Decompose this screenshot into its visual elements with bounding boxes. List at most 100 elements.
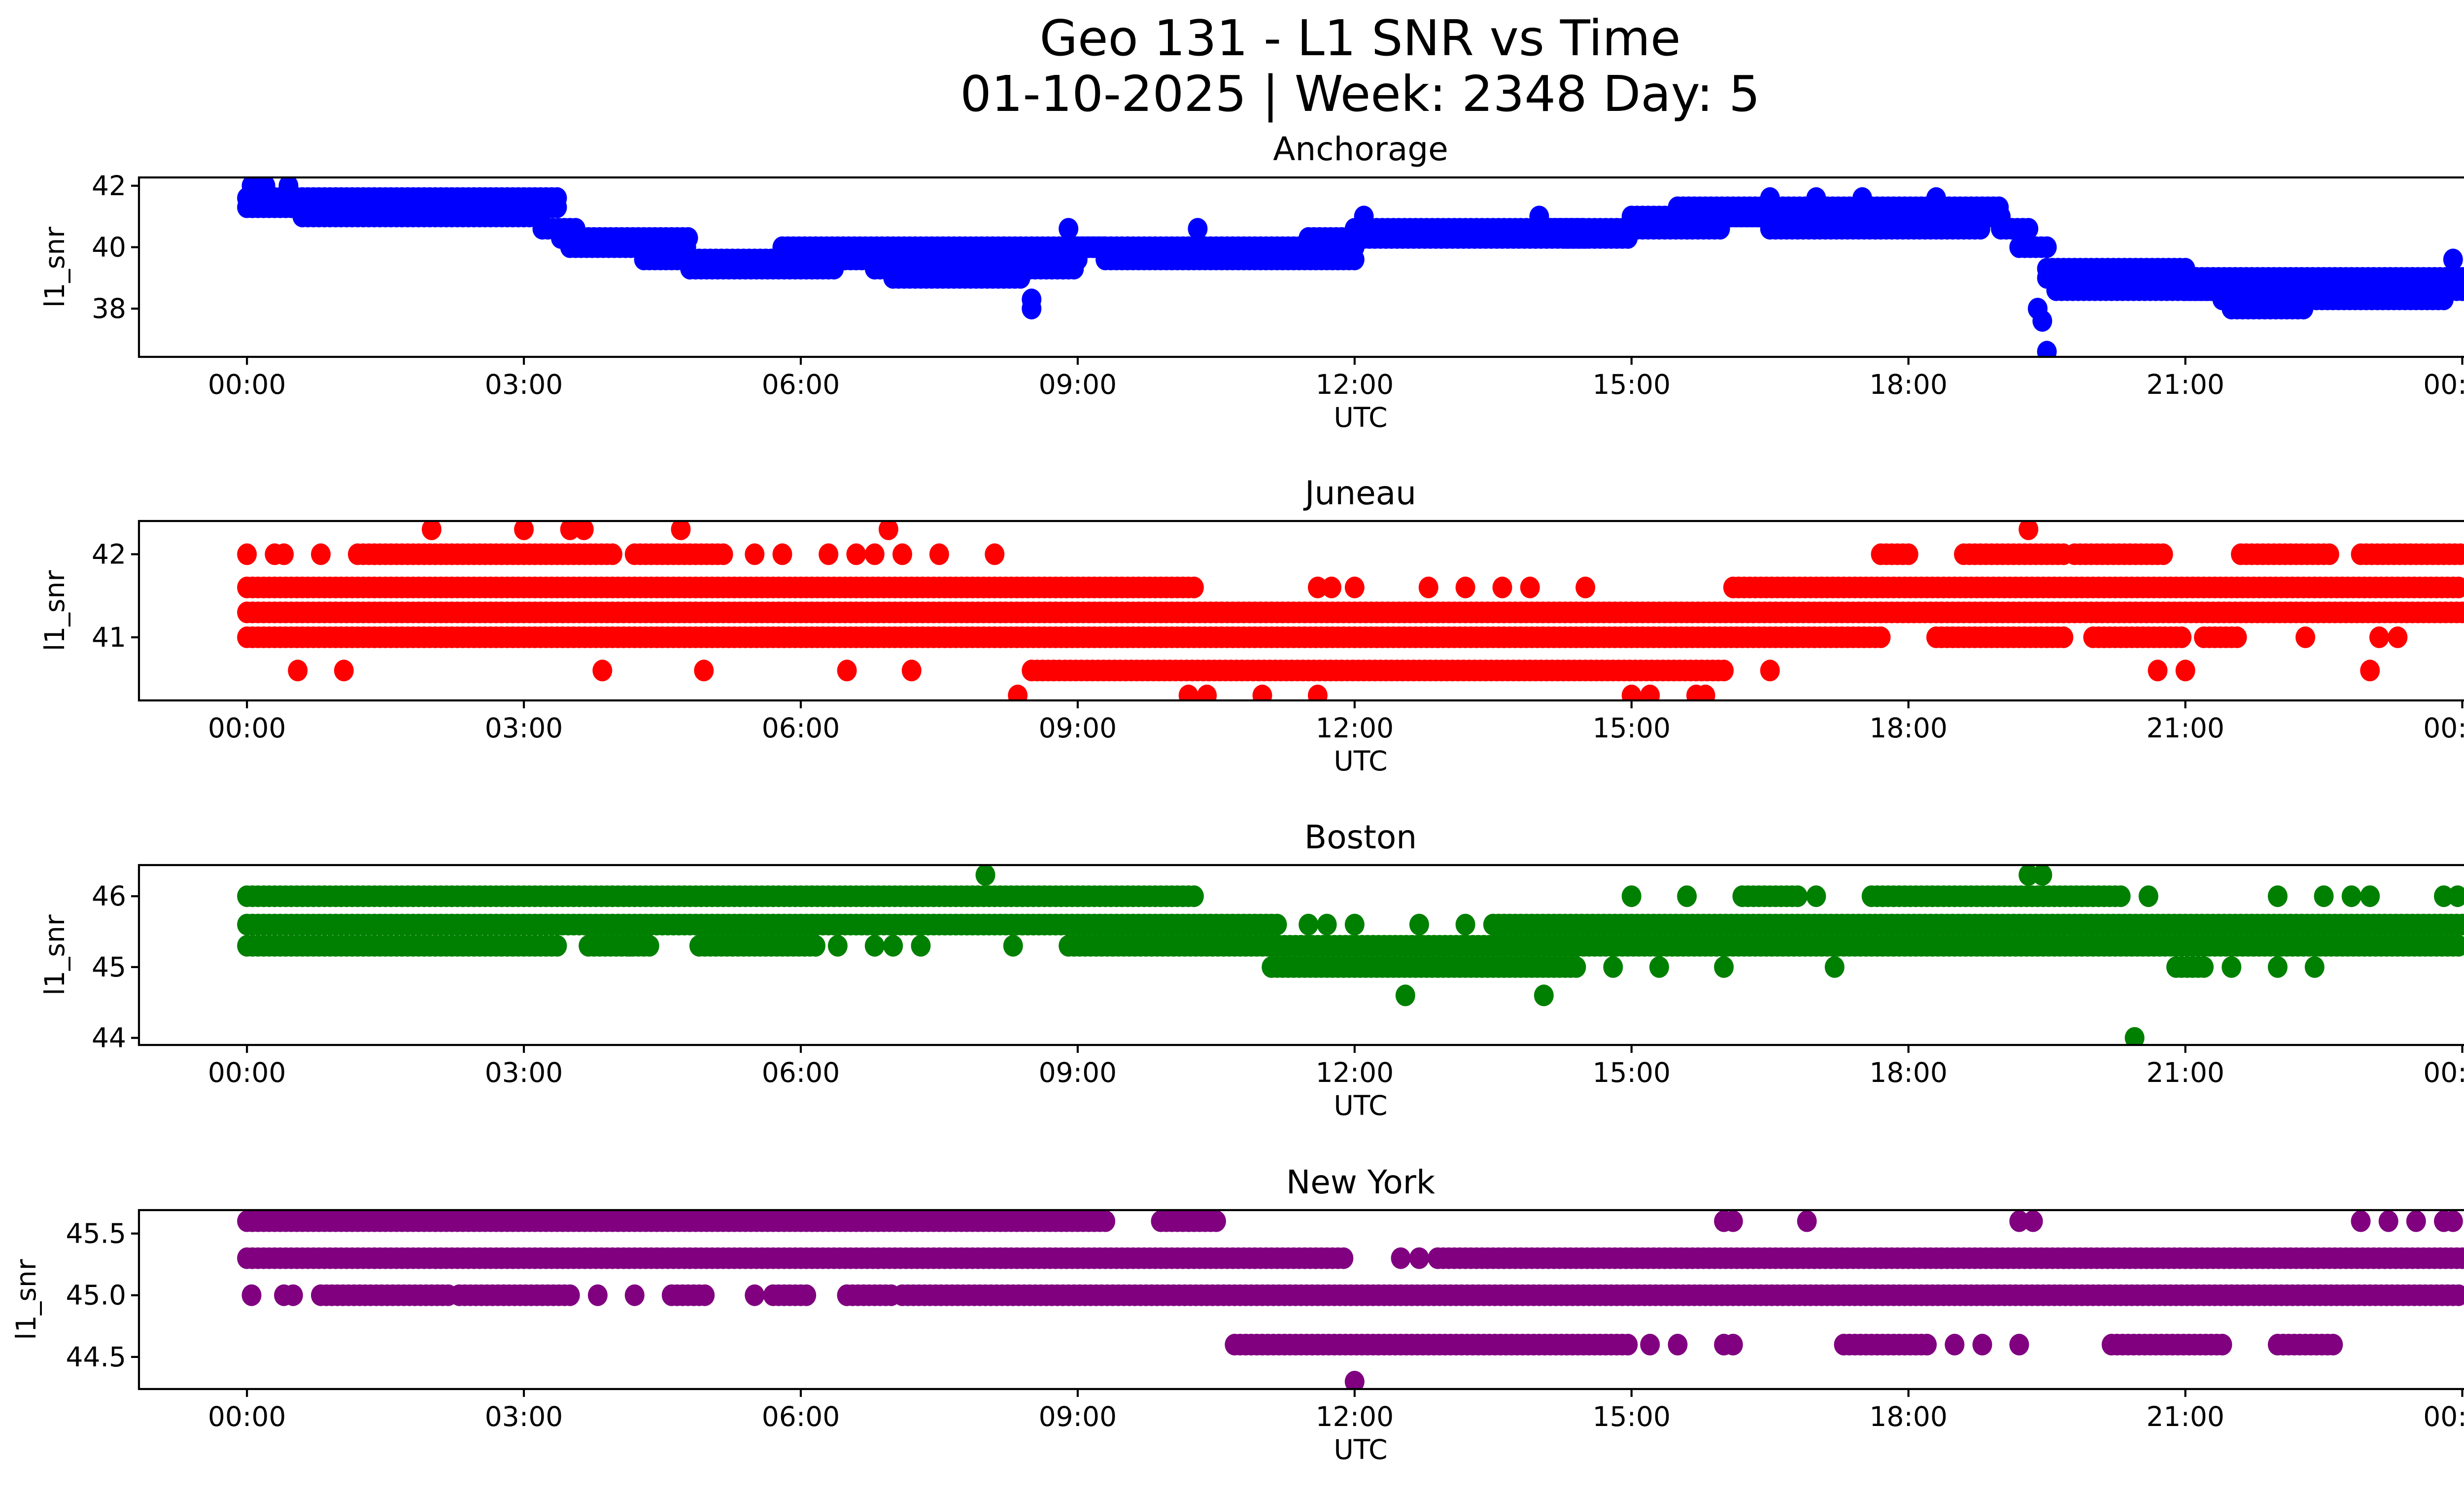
x-tick-label: 15:00 [1592, 369, 1671, 400]
data-point [796, 1284, 817, 1306]
data-run [1428, 1247, 2464, 1269]
data-run [1926, 626, 2074, 648]
data-point [1354, 206, 1374, 228]
x-tick-label: 03:00 [485, 1401, 563, 1432]
data-point [1184, 576, 1204, 598]
data-point [837, 1284, 857, 1306]
data-point [587, 1284, 608, 1306]
x-tick-label: 12:00 [1316, 712, 1394, 744]
data-run [883, 267, 1030, 289]
data-point [985, 543, 1005, 565]
data-run [1557, 227, 1638, 249]
scatter-points [237, 177, 2464, 357]
data-run [311, 1284, 458, 1306]
data-point [883, 935, 903, 957]
data-point [2175, 660, 2195, 682]
data-point [2351, 1210, 2371, 1232]
data-point [311, 543, 331, 565]
x-tick-label: 12:00 [1316, 1057, 1394, 1088]
x-tick-label: 09:00 [1039, 1057, 1117, 1088]
data-point [2053, 626, 2074, 648]
data-point [1640, 1333, 1660, 1356]
panel-boston: Boston 00:00 03:00 06:00 09:00 12:00 15:00 18:… [39, 818, 2464, 1121]
data-point [620, 935, 640, 957]
y-tick-label: 45 [92, 951, 126, 983]
data-run [2267, 1333, 2343, 1356]
data-point [864, 935, 885, 957]
x-tick-label: 00:00 [2423, 1401, 2464, 1432]
y-axis-label: l1_snr [10, 1259, 42, 1340]
data-run [892, 1284, 2464, 1306]
data-run [1022, 660, 1734, 682]
data-run [237, 576, 1204, 598]
data-point [1409, 913, 1429, 936]
data-point [2378, 1210, 2398, 1232]
x-axis-label: UTC [1334, 1090, 1387, 1121]
data-run [347, 543, 622, 565]
data-point [547, 935, 567, 957]
data-run [237, 1247, 1354, 1269]
scatter-points [237, 521, 2464, 700]
y-tick-label: 40 [92, 231, 126, 263]
panel-title: Anchorage [1273, 130, 1448, 168]
x-tick-label: 18:00 [1869, 1401, 1948, 1432]
data-run [579, 935, 659, 957]
data-point [1197, 684, 1217, 700]
figure-title-line2: 01-10-2025 | Week: 2348 Day: 5 [960, 65, 1760, 123]
data-point [2449, 576, 2464, 598]
data-run [1871, 543, 1918, 565]
axes-frame [137, 520, 2464, 702]
data-point [2388, 626, 2408, 648]
data-point [1534, 984, 1554, 1007]
data-point [2222, 956, 2242, 978]
data-point [2449, 935, 2464, 957]
data-point [1299, 913, 1319, 936]
panel-juneau: Juneau 00:00 03:00 06:00 09:00 12:00 15:00 18:… [39, 474, 2464, 777]
data-point [1344, 1371, 1365, 1389]
axes-frame [137, 176, 2464, 358]
x-tick-label: 15:00 [1592, 1401, 1671, 1432]
y-axis-ticks: 44.545.045.5 [66, 1218, 139, 1373]
data-point [2019, 218, 2039, 240]
data-point [2314, 885, 2334, 907]
x-tick-label: 06:00 [762, 1057, 840, 1088]
data-point [1695, 684, 1715, 700]
y-tick-label: 46 [92, 880, 126, 912]
y-tick-label: 44 [92, 1022, 126, 1054]
data-point [2443, 248, 2463, 271]
x-tick-label: 15:00 [1592, 712, 1671, 744]
x-tick-label: 15:00 [1592, 1057, 1671, 1088]
data-point [1008, 684, 1028, 700]
data-run [237, 1210, 1116, 1232]
data-point [1520, 576, 1540, 598]
data-point [1621, 684, 1642, 700]
data-point [2341, 885, 2361, 907]
data-point [2019, 521, 2039, 540]
y-tick-label: 45.0 [66, 1280, 126, 1311]
data-point [1095, 1210, 1116, 1232]
data-point [1395, 984, 1415, 1007]
data-point [592, 660, 613, 682]
data-run [2083, 626, 2192, 648]
x-tick-label: 03:00 [485, 1057, 563, 1088]
data-point [806, 935, 825, 957]
data-point [1317, 913, 1337, 936]
data-point [1760, 660, 1780, 682]
data-run [1621, 218, 1730, 240]
data-run [2101, 1333, 2232, 1356]
data-point [241, 1284, 262, 1306]
data-point [1970, 218, 1990, 240]
data-point [1409, 1247, 1429, 1269]
data-run [1723, 576, 2464, 598]
data-point [2111, 885, 2131, 907]
data-point [846, 543, 866, 565]
data-point [1344, 913, 1365, 936]
data-point [2452, 279, 2464, 301]
data-point [1945, 1333, 1965, 1356]
data-point [1806, 187, 1826, 209]
y-tick-label: 41 [92, 622, 126, 653]
data-point [2452, 1247, 2464, 1269]
x-tick-label: 21:00 [2146, 712, 2224, 744]
data-point [901, 660, 922, 682]
